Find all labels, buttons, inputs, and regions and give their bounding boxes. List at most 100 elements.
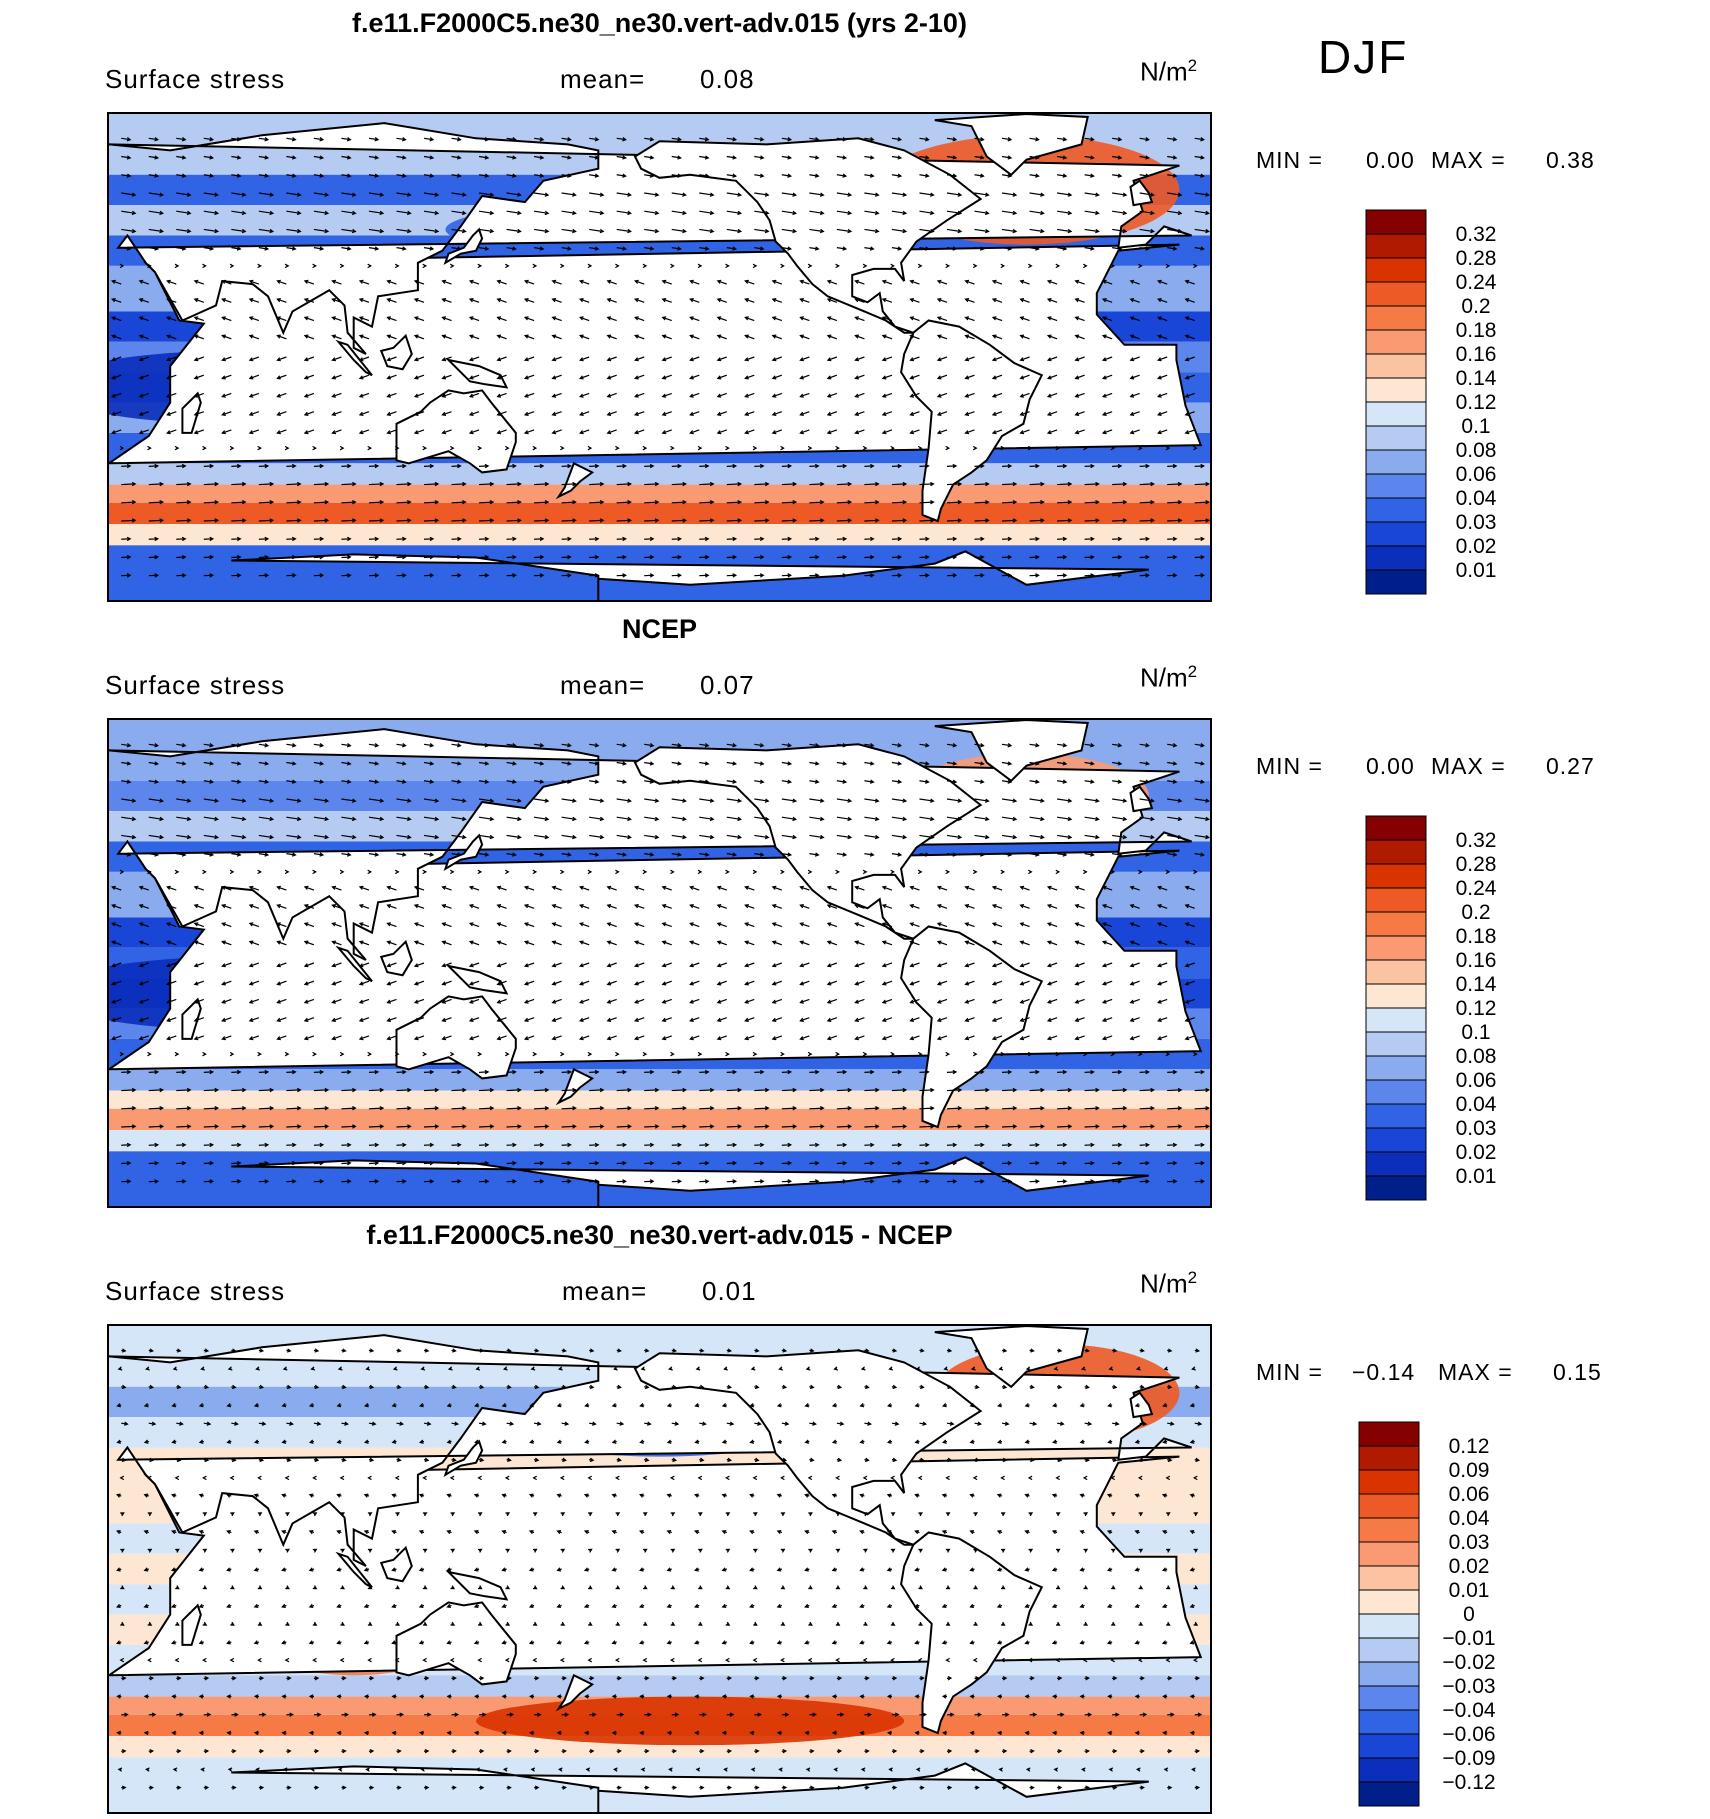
stress-arrowhead <box>1129 393 1135 398</box>
stress-arrow <box>167 356 177 361</box>
stress-arrowhead <box>594 1160 600 1166</box>
stress-arrow <box>423 247 434 250</box>
colorbar-label: 0.06 <box>1456 1069 1497 1092</box>
stress-arrow <box>699 780 709 783</box>
stress-arrow <box>552 335 562 340</box>
stress-arrowhead <box>1172 155 1178 160</box>
stress-arrowhead <box>496 963 502 968</box>
stress-arrowhead <box>422 1051 428 1057</box>
stress-arrowhead <box>991 904 997 909</box>
stress-arrowhead <box>1145 779 1150 784</box>
stress-arrowhead <box>930 518 935 523</box>
stress-arrow <box>423 780 434 783</box>
stress-arrow <box>717 374 727 379</box>
stress-arrowhead <box>406 192 412 197</box>
stress-arrow <box>112 998 122 1004</box>
stress-arrowhead <box>764 1106 770 1111</box>
stress-arrow <box>451 174 461 177</box>
stress-arrowhead <box>474 1439 479 1444</box>
stress-arrow <box>690 1035 700 1040</box>
stress-arrowhead <box>1052 1439 1057 1444</box>
stress-arrowhead <box>517 500 522 505</box>
stress-arrowhead <box>319 554 325 560</box>
greenland-landmass <box>934 114 1089 177</box>
stress-arrowhead <box>941 1493 947 1498</box>
stress-arrowhead <box>1205 500 1210 505</box>
stress-arrow <box>359 335 370 340</box>
stress-arrowhead <box>512 246 517 251</box>
stress-arrow <box>341 483 356 486</box>
stress-arrow <box>974 137 984 141</box>
stress-arrow <box>506 780 516 783</box>
stress-arrowhead <box>584 1439 589 1444</box>
stress-arrowhead <box>579 316 584 321</box>
stress-arrow <box>717 356 727 361</box>
stress-arrowhead <box>1162 1439 1167 1444</box>
stress-arrow <box>1102 411 1113 416</box>
stress-arrowhead <box>945 1475 950 1481</box>
stress-arrow <box>671 501 686 504</box>
stress-arrowhead <box>406 210 412 216</box>
stress-arrowhead <box>1067 481 1073 487</box>
australia-landmass <box>395 1601 517 1686</box>
stress-arrow <box>937 904 948 909</box>
stress-arrowhead <box>154 137 160 142</box>
stress-arrow <box>1056 174 1067 177</box>
stress-arrowhead <box>985 1106 990 1111</box>
stress-arrowhead <box>1074 334 1080 339</box>
stress-arrow <box>304 904 315 909</box>
stress-arrow <box>1112 174 1122 177</box>
stress-arrow <box>836 174 846 177</box>
stress-arrowhead <box>633 334 639 339</box>
stress-arrowhead <box>1122 500 1128 505</box>
stress-arrow <box>717 941 727 946</box>
stress-arrow <box>800 962 810 967</box>
stress-arrowhead <box>234 1421 239 1426</box>
stress-arrowhead <box>677 1142 682 1148</box>
stress-arrowhead <box>716 411 722 416</box>
stress-arrowhead <box>1205 481 1210 487</box>
stress-arrow <box>176 816 191 820</box>
stress-arrowhead <box>174 869 180 875</box>
stress-arrowhead <box>1046 904 1052 909</box>
stress-arrowhead <box>1085 1348 1090 1353</box>
stress-arrow <box>203 155 213 159</box>
stress-arrow <box>222 335 232 340</box>
stress-arrowhead <box>501 1439 507 1444</box>
stress-arrowhead <box>919 1348 925 1353</box>
stress-arrowhead <box>945 869 951 875</box>
stress-arrowhead <box>560 1051 565 1057</box>
stress-arrowhead <box>214 228 220 234</box>
stress-arrowhead <box>1007 1160 1013 1166</box>
stress-arrow <box>231 483 246 486</box>
stress-arrow <box>469 1017 480 1022</box>
stress-arrowhead <box>1046 885 1052 890</box>
stress-arrowhead <box>319 1160 325 1166</box>
stress-arrow <box>809 192 824 196</box>
stress-arrow <box>800 356 810 361</box>
stress-arrowhead <box>1129 279 1135 284</box>
stress-arrowhead <box>897 852 903 857</box>
stress-arrowhead <box>721 1439 727 1444</box>
stress-arrowhead <box>925 1160 930 1166</box>
stress-arrowhead <box>539 1179 545 1184</box>
stress-arrow <box>827 316 838 322</box>
stress-arrowhead <box>1110 1051 1116 1057</box>
new-zealand-landmass <box>555 461 595 500</box>
stress-arrowhead <box>633 963 639 968</box>
stress-arrowhead <box>291 1160 297 1166</box>
stress-arrowhead <box>782 1384 788 1390</box>
stress-arrowhead <box>413 334 419 339</box>
stress-arrowhead <box>1062 1160 1068 1166</box>
stress-arrowhead <box>964 375 970 380</box>
stress-arrowhead <box>374 137 380 142</box>
stress-arrowhead <box>1083 869 1088 875</box>
stress-arrow <box>1001 155 1012 159</box>
stress-arrow <box>1167 519 1182 522</box>
stress-arrow <box>827 1017 838 1022</box>
stress-arrow <box>222 1035 232 1040</box>
stress-arrowhead <box>1172 761 1178 766</box>
stress-arrowhead <box>221 334 226 339</box>
stress-arrowhead <box>336 1493 341 1498</box>
stress-arrowhead <box>567 173 572 178</box>
